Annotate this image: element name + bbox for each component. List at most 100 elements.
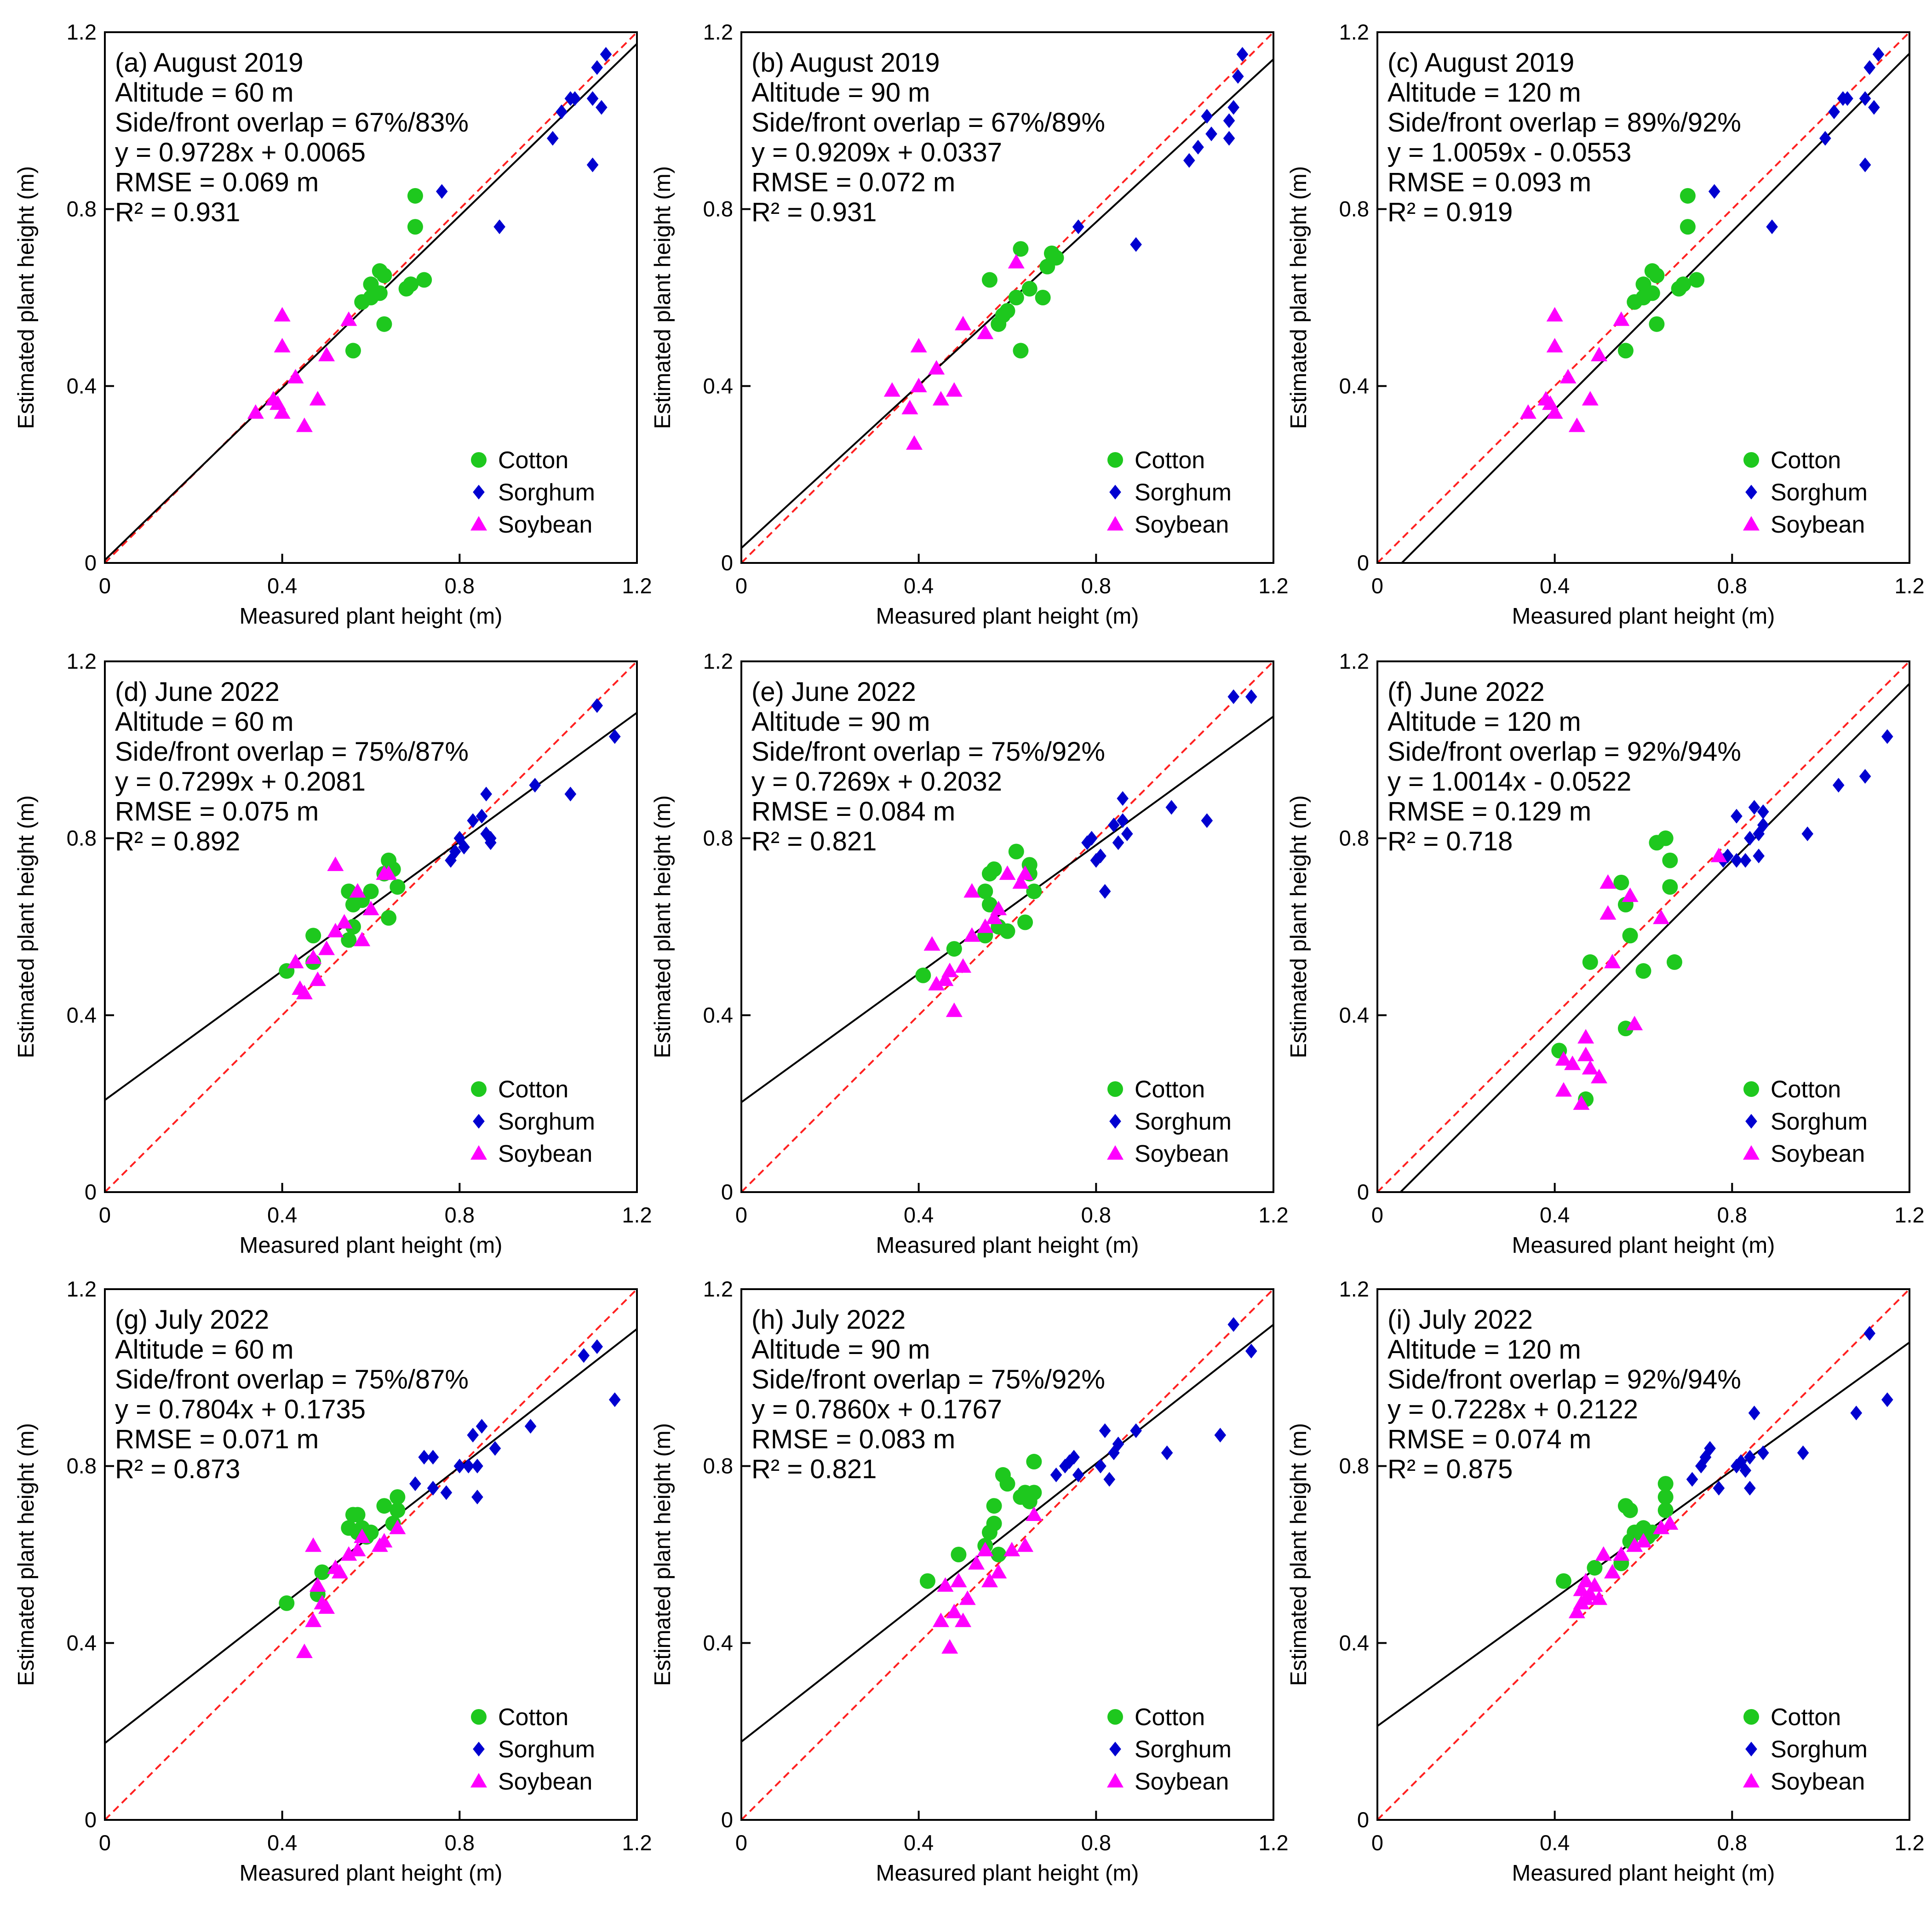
point-cotton [1582, 954, 1598, 970]
legend-label-soybean: Soybean [1771, 1768, 1865, 1795]
x-tick-label: 0 [735, 1203, 747, 1227]
point-sorghum [591, 698, 603, 713]
annotation-line-2: Altitude = 90 m [751, 707, 930, 737]
x-tick-label: 0 [99, 1203, 111, 1227]
point-soybean [1582, 391, 1599, 406]
point-soybean [327, 856, 344, 871]
x-tick-label: 0 [99, 574, 111, 598]
annotation-line-6: R² = 0.875 [1387, 1454, 1513, 1484]
y-tick-label: 0 [721, 1807, 733, 1832]
plot-frame [1376, 1288, 1910, 1821]
legend-marker-cotton [1107, 1709, 1123, 1725]
legend-marker-soybean [1107, 1773, 1124, 1788]
point-soybean [1591, 347, 1608, 361]
point-soybean [1568, 1604, 1585, 1618]
legend-marker-cotton [1743, 1709, 1759, 1725]
y-tick-label: 0.4 [67, 373, 97, 398]
point-soybean [318, 941, 335, 955]
legend-label-cotton: Cotton [498, 1704, 568, 1731]
x-tick-label: 0 [735, 1830, 747, 1855]
point-soybean [946, 1002, 963, 1017]
legend-label-sorghum: Sorghum [1135, 479, 1232, 506]
regression-line [741, 716, 1273, 1103]
point-soybean [1577, 1046, 1594, 1061]
point-cotton [390, 879, 406, 895]
x-tick-label: 0.8 [1081, 1830, 1111, 1855]
x-tick-label: 0 [1371, 1203, 1383, 1227]
point-cotton [407, 188, 423, 204]
annotation-line-2: Altitude = 120 m [1387, 78, 1581, 108]
point-soybean [1582, 1586, 1599, 1601]
legend-marker-cotton [471, 452, 487, 468]
legend-label-soybean: Soybean [1135, 1141, 1229, 1167]
y-tick-label: 0 [1357, 1807, 1369, 1832]
point-soybean [937, 971, 954, 986]
x-tick-label: 0.8 [1717, 574, 1747, 598]
point-soybean [955, 1612, 972, 1627]
point-sorghum [1748, 800, 1760, 815]
point-sorghum [1731, 853, 1743, 868]
x-axis-title: Measured plant height (m) [240, 1233, 503, 1258]
x-tick-label: 0.8 [445, 1203, 475, 1227]
point-soybean [1568, 417, 1585, 432]
point-cotton [991, 1547, 1007, 1562]
point-soybean [1595, 1546, 1612, 1561]
point-soybean [910, 338, 927, 353]
point-sorghum [608, 729, 621, 744]
point-sorghum [1753, 849, 1765, 864]
point-soybean [901, 400, 918, 414]
point-cotton [1613, 874, 1629, 890]
plot-frame [740, 1288, 1274, 1821]
point-sorghum [596, 100, 608, 115]
x-tick-label: 1.2 [1258, 574, 1288, 598]
point-soybean [305, 1537, 322, 1552]
annotation-line-2: Altitude = 60 m [115, 707, 294, 737]
x-tick-label: 0.4 [267, 1830, 297, 1855]
point-sorghum [485, 835, 497, 850]
annotation-line-1: (g) July 2022 [115, 1305, 269, 1335]
point-sorghum [1713, 1480, 1725, 1496]
x-tick-label: 1.2 [1894, 1830, 1924, 1855]
point-sorghum [1099, 1423, 1111, 1438]
point-sorghum [1708, 184, 1720, 199]
annotation-line-3: Side/front overlap = 75%/87% [115, 1365, 469, 1394]
point-soybean [287, 953, 304, 969]
point-sorghum [1237, 11, 1249, 26]
point-cotton [999, 923, 1015, 939]
point-sorghum [1227, 689, 1240, 704]
y-axis-title: Estimated plant height (m) [650, 1423, 675, 1686]
point-soybean [1591, 1590, 1608, 1605]
point-sorghum [1214, 1428, 1227, 1443]
legend-marker-soybean [1743, 516, 1760, 531]
legend-marker-soybean [470, 1773, 487, 1788]
point-sorghum [1072, 219, 1084, 235]
point-sorghum [1072, 1467, 1084, 1482]
legend-label-cotton: Cotton [1771, 447, 1841, 474]
annotation-line-4: y = 1.0014x - 0.0522 [1387, 767, 1631, 797]
x-tick-label: 1.2 [1894, 1203, 1924, 1227]
point-sorghum [600, 47, 612, 62]
point-sorghum [1841, 91, 1853, 106]
point-sorghum [564, 786, 577, 802]
x-tick-label: 0.8 [1081, 574, 1111, 598]
point-cotton [390, 1502, 406, 1518]
point-cotton [1649, 267, 1665, 283]
x-tick-label: 0.4 [904, 1203, 934, 1227]
point-sorghum [1744, 1450, 1756, 1465]
point-sorghum [608, 1392, 621, 1407]
point-sorghum [1201, 109, 1213, 124]
point-cotton [1680, 188, 1696, 204]
point-sorghum [1686, 1472, 1698, 1487]
point-cotton [1644, 285, 1660, 301]
annotation-line-4: y = 0.7804x + 0.1735 [115, 1394, 366, 1424]
legend-marker-sorghum [473, 485, 485, 499]
annotation-line-6: R² = 0.718 [1387, 826, 1513, 856]
point-sorghum [1130, 237, 1142, 252]
y-tick-label: 1.2 [1339, 20, 1369, 44]
panel-points [1551, 729, 1893, 1110]
point-cotton [376, 267, 392, 283]
point-soybean [376, 1533, 393, 1548]
point-sorghum [1245, 1343, 1257, 1359]
point-sorghum [467, 813, 479, 828]
